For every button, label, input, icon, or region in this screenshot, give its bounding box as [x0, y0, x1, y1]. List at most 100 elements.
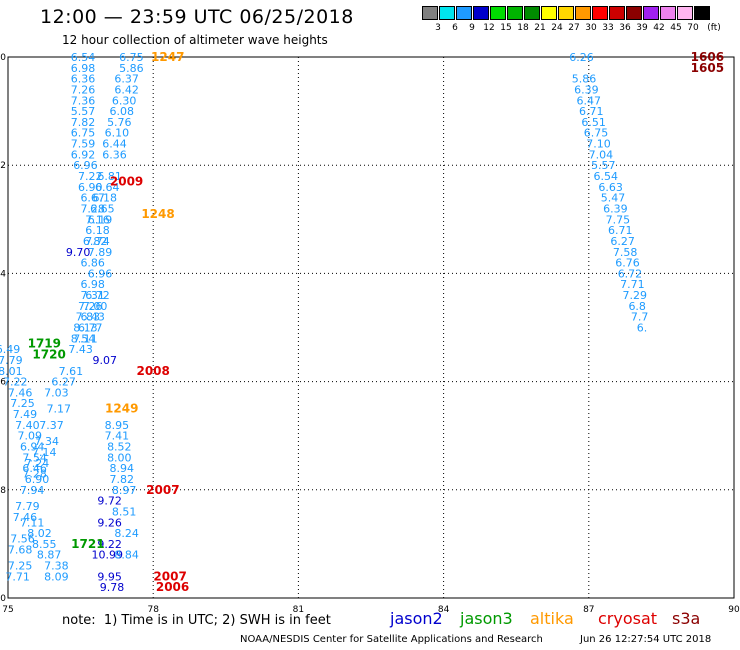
y-tick-label: -2 [0, 161, 6, 171]
data-point-label: 2008 [136, 364, 169, 378]
legend-swatch [473, 6, 489, 20]
data-point-label: 7.25 [10, 397, 35, 410]
data-point-label: 6.27 [51, 376, 76, 389]
data-point-label: 6.54 [71, 51, 96, 64]
data-point-label: 8.94 [109, 462, 134, 475]
legend-swatch [609, 6, 625, 20]
legend-swatch [490, 6, 506, 20]
data-point-label: 7.79 [15, 500, 40, 513]
data-point-label: 7.61 [59, 365, 84, 378]
data-point-label: 7.34 [34, 435, 59, 448]
data-point-label: 6.43 [80, 311, 105, 324]
data-point-label: 7.82 [109, 473, 134, 486]
data-point-label: 2006 [156, 580, 189, 594]
data-point-label: 6.96 [88, 267, 113, 280]
legend-label: 42 [653, 23, 665, 33]
y-tick-label: -8 [0, 486, 6, 496]
data-point-label: 7.49 [13, 408, 38, 421]
data-point-label: 6.39 [603, 202, 628, 215]
data-point-label: 6.82 [83, 235, 108, 248]
data-point-label: 7.04 [589, 148, 614, 161]
data-point-label: 6.42 [114, 83, 139, 96]
legend-label: 27 [568, 23, 580, 33]
data-point-label: 7.7 [631, 311, 649, 324]
data-point-label: 6.65 [90, 202, 115, 215]
generated-timestamp: Jun 26 12:27:54 UTC 2018 [580, 634, 712, 645]
data-point-label: 8.24 [114, 527, 139, 540]
data-point-label: 7.24 [25, 457, 50, 470]
x-tick-label: 90 [728, 605, 740, 615]
data-point-label: 1248 [141, 207, 174, 221]
data-point-label: 5.57 [591, 159, 616, 172]
data-point-label: 6.8 [628, 300, 646, 313]
data-point-label: 6.92 [71, 148, 96, 161]
data-point-label: 7.25 [8, 560, 33, 573]
data-point-label: 6.67 [80, 192, 105, 205]
data-point-label: 9.07 [93, 354, 118, 367]
data-point-label: 1719 [28, 337, 61, 351]
data-point-label: 8.13 [73, 322, 98, 335]
legend-swatch [643, 6, 659, 20]
data-point-label: 7.71 [5, 570, 30, 583]
data-point-label: 8.55 [32, 538, 57, 551]
data-point-label: 6.27 [610, 235, 635, 248]
legend-swatch [456, 6, 472, 20]
data-point-label: 9.78 [100, 581, 125, 594]
plot-frame [7, 56, 735, 599]
legend-label: 3 [435, 23, 441, 33]
data-point-label: 6. [637, 322, 648, 335]
legend-swatch [558, 6, 574, 20]
data-point-label: 8.09 [44, 570, 69, 583]
legend-label: 24 [551, 23, 563, 33]
data-point-label: 7.17 [47, 403, 72, 416]
data-point-label: 7.46 [13, 511, 38, 524]
data-point-label: 6.54 [593, 170, 618, 183]
legend-swatch [660, 6, 676, 20]
map-subtitle: 12 hour collection of altimeter wave hei… [62, 33, 328, 47]
data-point-label: 7.14 [32, 446, 57, 459]
data-point-label: 6.18 [85, 224, 110, 237]
data-point-label: 8.02 [27, 527, 52, 540]
x-tick-label: 78 [147, 605, 159, 615]
data-point-label: 1605 [691, 61, 724, 75]
legend-label: 36 [619, 23, 631, 33]
legend-swatch [422, 6, 438, 20]
data-point-label: 7.38 [44, 560, 69, 573]
data-point-label: 7.22 [3, 376, 28, 389]
data-point-label: 7.83 [76, 311, 101, 324]
data-point-label: 8.97 [112, 484, 137, 497]
data-point-label: 7.71 [620, 278, 645, 291]
legend-swatch [439, 6, 455, 20]
y-tick-label: 0 [0, 53, 6, 63]
y-tick-label: -6 [0, 378, 6, 388]
legend-swatch [524, 6, 540, 20]
data-point-label: 6.81 [97, 170, 122, 183]
data-point-label: 6.72 [85, 289, 110, 302]
data-point-label: 7.37 [39, 419, 64, 432]
data-point-label: 6.46 [22, 462, 47, 475]
x-tick-label: 87 [583, 605, 594, 615]
footer-note: note: 1) Time is in UTC; 2) SWH is in fe… [62, 613, 331, 628]
legend-swatch [507, 6, 523, 20]
data-point-label: 2009 [110, 174, 143, 188]
legend-swatch [541, 6, 557, 20]
data-point-label: 7.56 [10, 532, 35, 545]
data-point-label: 7.89 [88, 246, 113, 259]
y-tick-label: -4 [0, 269, 6, 279]
legend-label: 15 [500, 23, 512, 33]
data-point-label: 9.70 [66, 246, 91, 259]
x-tick-label: 81 [293, 605, 304, 615]
data-point-label: 7.10 [586, 138, 611, 151]
data-point-label: 6.39 [574, 83, 599, 96]
data-point-label: 6.26 [569, 51, 594, 64]
data-point-label: 6.18 [93, 192, 118, 205]
data-point-label: 1606 [691, 50, 724, 64]
data-point-label: 6.71 [579, 105, 604, 118]
data-point-label: 5.86 [119, 62, 144, 75]
legend-label: 9 [469, 23, 475, 33]
data-point-label: 6.30 [112, 94, 137, 107]
data-point-label: 7.40 [15, 419, 40, 432]
legend-swatch [592, 6, 608, 20]
satellite-cryosat: cryosat [598, 609, 658, 628]
data-point-label: 8.52 [107, 441, 132, 454]
